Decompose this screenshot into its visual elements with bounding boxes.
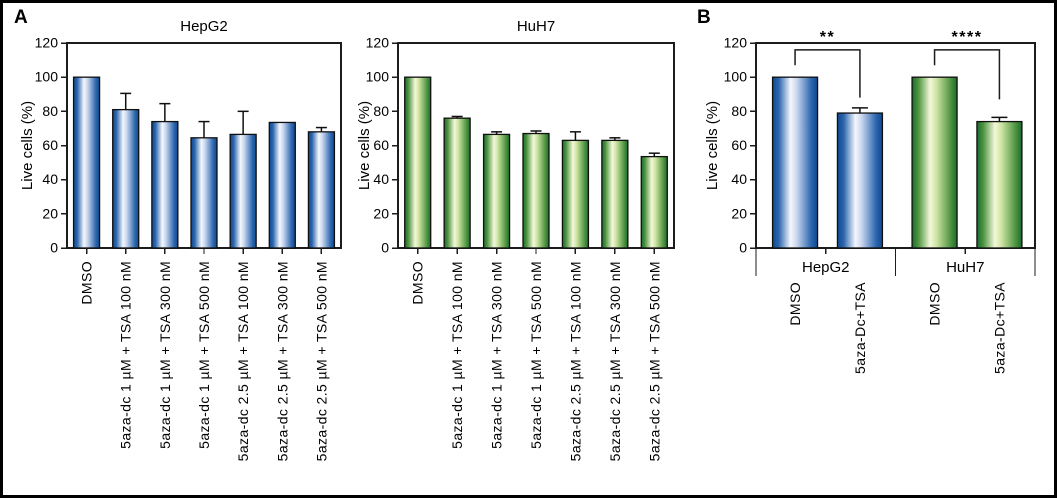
x-tick-label: 5aza-dc 2.5 µM + TSA 100 nM xyxy=(567,261,583,461)
bar xyxy=(482,133,511,249)
significance-stars: **** xyxy=(952,29,983,46)
x-tick-label: 5aza-dc 2.5 µM + TSA 500 nM xyxy=(646,261,662,461)
y-tick-label: 60 xyxy=(373,137,389,153)
chart-2: 0 20 40 60 80 100 120 Live cells (%) DMSO 5aza-Dc… xyxy=(704,29,1036,374)
bar xyxy=(151,120,179,249)
y-tick-label: 80 xyxy=(42,103,58,119)
y-tick-label: 40 xyxy=(731,171,747,187)
y-tick-label: 0 xyxy=(381,240,389,256)
significance-bracket xyxy=(794,49,861,98)
x-tick-label: 5aza-dc 1 µM + TSA 500 nM xyxy=(528,261,544,449)
x-tick-label: DMSO xyxy=(927,282,943,326)
bar xyxy=(443,117,471,249)
bar xyxy=(229,133,257,249)
bar xyxy=(836,112,884,249)
y-tick-label: 0 xyxy=(739,240,747,256)
panel-a-label: A xyxy=(14,7,28,28)
y-tick-label: 120 xyxy=(35,35,59,51)
significance-bracket xyxy=(933,49,1001,100)
y-tick-label: 120 xyxy=(366,35,390,51)
y-tick-label: 40 xyxy=(373,171,389,187)
group-label: HepG2 xyxy=(802,259,850,276)
y-tick-label: 100 xyxy=(724,69,748,85)
y-axis-title: Live cells (%) xyxy=(19,101,36,190)
panel-b-label: B xyxy=(697,7,711,28)
bar xyxy=(640,155,668,249)
bar-charts-canvas: 0 20 40 60 80 100 120 Live cells (%) HepG2 DMSO 5a… xyxy=(19,18,1036,461)
bar xyxy=(561,139,590,249)
bar xyxy=(307,131,336,249)
bar xyxy=(72,76,101,249)
bar xyxy=(601,139,629,249)
x-tick-label: 5aza-dc 2.5 µM + TSA 500 nM xyxy=(313,261,329,461)
bar xyxy=(771,76,819,249)
y-tick-label: 120 xyxy=(724,35,748,51)
x-tick-label: 5aza-dc 2.5 µM + TSA 300 nM xyxy=(607,261,623,461)
y-tick-label: 60 xyxy=(731,137,747,153)
bar xyxy=(268,121,296,249)
y-tick-label: 40 xyxy=(42,171,58,187)
y-tick-label: 80 xyxy=(373,103,389,119)
bar xyxy=(112,108,140,249)
y-axis-title: Live cells (%) xyxy=(356,101,373,190)
x-tick-label: DMSO xyxy=(787,282,803,326)
y-tick-label: 100 xyxy=(366,69,390,85)
y-tick-label: 20 xyxy=(42,205,58,221)
x-tick-label: 5aza-Dc+TSA xyxy=(852,282,868,374)
y-axis-title: Live cells (%) xyxy=(704,101,721,190)
x-tick-label: 5aza-Dc+TSA xyxy=(991,282,1007,374)
bar xyxy=(190,137,218,249)
y-tick-label: 80 xyxy=(731,103,747,119)
bar xyxy=(976,120,1023,249)
x-tick-label: 5aza-dc 1 µM + TSA 500 nM xyxy=(196,261,212,449)
x-tick-label: DMSO xyxy=(79,261,95,305)
chart-0: 0 20 40 60 80 100 120 Live cells (%) HepG2 DMSO 5a… xyxy=(19,18,342,461)
chart-1: 0 20 40 60 80 100 120 Live cells (%) HuH7 DMSO 5az… xyxy=(356,18,675,461)
x-tick-label: 5aza-dc 1 µM + TSA 300 nM xyxy=(157,261,173,449)
chart-title: HuH7 xyxy=(517,18,555,35)
x-tick-label: 5aza-dc 2.5 µM + TSA 100 nM xyxy=(235,261,251,461)
x-tick-label: DMSO xyxy=(410,261,426,305)
x-tick-label: 5aza-dc 1 µM + TSA 100 nM xyxy=(118,261,134,449)
chart-title: HepG2 xyxy=(180,18,228,35)
bar xyxy=(522,132,550,249)
group-label: HuH7 xyxy=(946,259,984,276)
y-tick-label: 0 xyxy=(50,240,58,256)
y-tick-label: 100 xyxy=(35,69,59,85)
x-tick-label: 5aza-dc 1 µM + TSA 100 nM xyxy=(449,261,465,449)
x-tick-label: 5aza-dc 1 µM + TSA 300 nM xyxy=(489,261,505,449)
significance-stars: ** xyxy=(820,29,835,46)
bar xyxy=(404,76,432,249)
bar xyxy=(911,76,958,249)
y-tick-label: 20 xyxy=(373,205,389,221)
y-tick-label: 20 xyxy=(731,205,747,221)
y-tick-label: 60 xyxy=(42,137,58,153)
x-tick-label: 5aza-dc 2.5 µM + TSA 300 nM xyxy=(274,261,290,461)
